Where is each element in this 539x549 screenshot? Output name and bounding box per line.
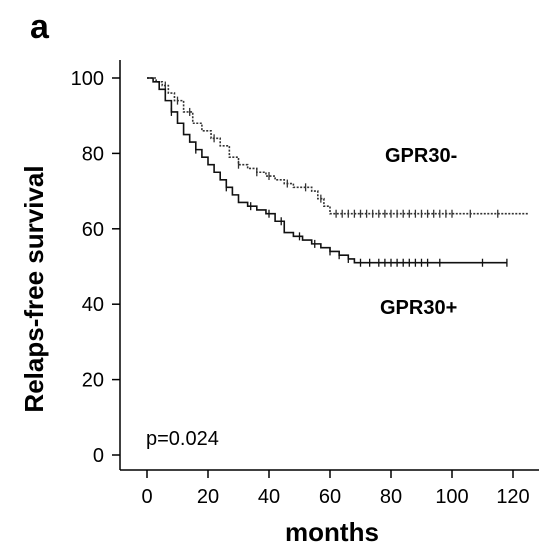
x-tick-label: 100 xyxy=(435,486,468,508)
series-label-gpr30-neg: GPR30- xyxy=(385,145,457,167)
survival-curve xyxy=(147,77,507,264)
survival-curve xyxy=(147,77,529,215)
series-gpr30-pos xyxy=(147,77,508,267)
x-tick-label: 20 xyxy=(197,486,219,508)
y-ticks: 0 20 40 60 80 100 xyxy=(71,68,120,467)
y-tick-label: 100 xyxy=(71,68,104,90)
y-tick-label: 60 xyxy=(82,219,104,241)
x-ticks: 0 20 40 60 80 100 120 xyxy=(141,470,530,508)
panel-label: a xyxy=(30,8,50,46)
x-tick-label: 0 xyxy=(141,486,152,508)
y-axis-title: Relaps-free survival xyxy=(19,165,49,412)
y-tick-label: 80 xyxy=(82,143,104,165)
y-tick-label: 0 xyxy=(93,445,104,467)
y-tick-label: 20 xyxy=(82,370,104,392)
plot-frame xyxy=(119,60,539,471)
series-gpr30-neg xyxy=(147,77,529,218)
y-tick-label: 40 xyxy=(82,294,104,316)
x-tick-label: 40 xyxy=(258,486,280,508)
x-tick-label: 120 xyxy=(496,486,529,508)
x-tick-label: 60 xyxy=(319,486,341,508)
series-layer xyxy=(147,77,529,267)
x-axis-title: months xyxy=(285,517,379,547)
x-tick-label: 80 xyxy=(380,486,402,508)
p-value-annotation: p=0.024 xyxy=(146,428,219,450)
series-label-gpr30-pos: GPR30+ xyxy=(380,297,457,319)
